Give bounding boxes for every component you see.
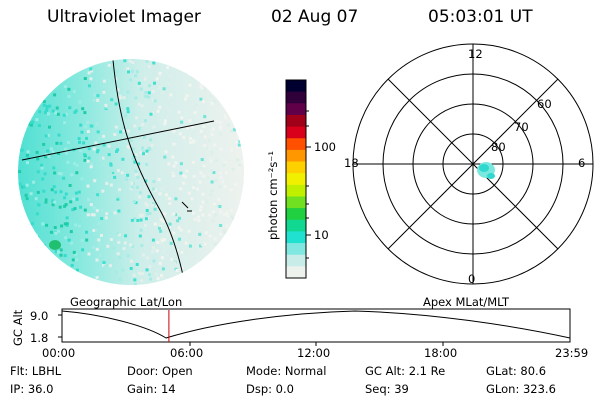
time-tick-0600: 06:00 (170, 346, 204, 360)
status-dsp: Dsp: 0.0 (246, 382, 294, 396)
colorbar-segment (286, 173, 306, 186)
alt-axis-label: GC Alt (11, 309, 25, 346)
colorbar-segment (286, 91, 306, 104)
status-seq: Seq: 39 (365, 382, 409, 396)
status-door: Door: Open (127, 364, 193, 378)
colorbar-segment (286, 196, 306, 209)
colorbar-segment (286, 103, 306, 116)
status-glon: GLon: 323.6 (486, 382, 556, 396)
colorbar (285, 79, 311, 279)
colorbar-segment (286, 149, 306, 163)
colorbar-units: photon cm⁻²s⁻¹ (266, 151, 280, 240)
time-tick-1800: 18:00 (424, 346, 458, 360)
mlt-label-0: 0 (468, 272, 476, 286)
observation-time: 05:03:01 UT (428, 7, 533, 27)
mlt-label-6: 6 (578, 156, 586, 170)
station-marker (181, 201, 192, 212)
time-tick-1200: 12:00 (297, 346, 331, 360)
lat-label-80: 80 (491, 140, 506, 154)
mlt-label-12: 12 (468, 47, 483, 61)
polar-plot (352, 43, 594, 285)
status-filter: Flt: LBHL (10, 364, 62, 378)
time-tick-0000: 00:00 (42, 346, 76, 360)
altitude-plot (58, 308, 571, 346)
status-mode: Mode: Normal (246, 364, 327, 378)
colorbar-segment (286, 184, 306, 197)
colorbar-label-10: 10 (314, 228, 329, 242)
lat-label-70: 70 (514, 120, 529, 134)
apex-label: Apex MLat/MLT (423, 295, 510, 309)
colorbar-segment (286, 231, 306, 244)
alt-tick-1-8: 1.8 (30, 331, 49, 345)
colorbar-segment (286, 138, 306, 151)
observation-date: 02 Aug 07 (271, 7, 359, 27)
colorbar-label-100: 100 (314, 140, 336, 154)
status-gc-alt: GC Alt: 2.1 Re (365, 364, 446, 378)
colorbar-segment (286, 80, 306, 93)
status-gain: Gain: 14 (127, 382, 176, 396)
altitude-curve (61, 310, 571, 339)
latitude-line (21, 120, 215, 161)
auroral-patch (477, 162, 495, 179)
colorbar-segment (286, 114, 306, 128)
time-tick-2359: 23:59 (555, 346, 589, 360)
status-ip: IP: 36.0 (10, 382, 54, 396)
earth-image (18, 59, 244, 285)
instrument-title: Ultraviolet Imager (47, 7, 201, 27)
colorbar-segment (286, 266, 306, 279)
colorbar-segment (286, 219, 306, 232)
colorbar-segment (286, 243, 306, 256)
colorbar-segment (286, 208, 306, 221)
emission-spot (49, 240, 61, 250)
lat-label-60: 60 (537, 97, 552, 111)
colorbar-segment (286, 161, 306, 174)
colorbar-segment (286, 254, 306, 267)
alt-tick-9: 9.0 (30, 309, 49, 323)
colorbar-segment (286, 126, 306, 139)
mlt-label-18: 18 (344, 156, 359, 170)
status-glat: GLat: 80.6 (486, 364, 547, 378)
longitude-line-1 (112, 59, 187, 285)
geo-label: Geographic Lat/Lon (70, 295, 183, 309)
